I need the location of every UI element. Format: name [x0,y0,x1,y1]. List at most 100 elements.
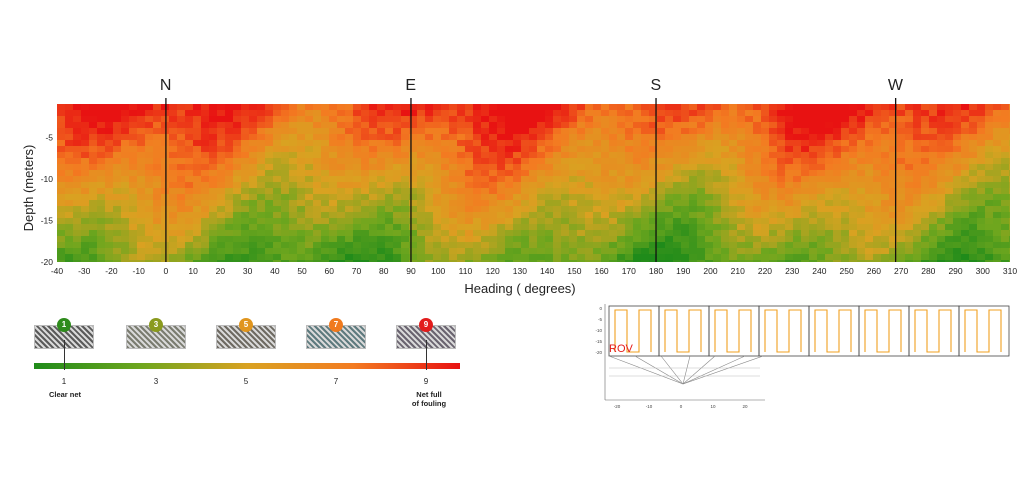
heat-cell [673,194,682,201]
heat-cell [329,182,338,189]
heat-cell [977,260,986,262]
heat-cell [577,218,586,225]
heat-cell [825,116,834,123]
heat-cell [353,206,362,213]
heat-cell [193,104,202,111]
heat-cell [801,218,810,225]
heat-cell [585,206,594,213]
heat-cell [113,236,122,243]
heat-cell [929,254,938,261]
heat-cell [673,122,682,129]
heat-cell [233,224,242,231]
heat-cell [969,116,978,123]
heat-cell [881,236,890,243]
heat-cell [841,170,850,177]
heat-cell [721,176,730,183]
heat-cell [729,128,738,135]
heat-cell [961,230,970,237]
scale-label-3: 3 [153,377,159,386]
heat-cell [209,146,218,153]
heat-cell [353,194,362,201]
heat-cell [873,248,882,255]
heat-cell [745,188,754,195]
heat-cell [337,116,346,123]
heat-cell [609,242,618,249]
heat-cell [97,254,106,261]
heat-cell [1009,122,1010,129]
heat-cell [625,104,634,111]
heat-cell [193,116,202,123]
heat-cell [561,260,570,262]
heat-cell [705,128,714,135]
heat-cell [113,134,122,141]
heat-cell [241,200,250,207]
heat-cell [945,158,954,165]
heat-cell [873,218,882,225]
heat-cell [697,140,706,147]
heat-cell [809,158,818,165]
heat-cell [265,236,274,243]
heat-cell [921,200,930,207]
heat-cell [985,158,994,165]
heat-cell [801,242,810,249]
heat-cell [817,206,826,213]
heat-cell [809,242,818,249]
x-tick-label: 260 [867,266,881,276]
heat-cell [185,254,194,261]
heat-cell [625,176,634,183]
heat-cell [361,212,370,219]
heat-cell [729,170,738,177]
heat-cell [529,164,538,171]
heat-cell [953,152,962,159]
heat-cell [313,140,322,147]
heat-cell [89,236,98,243]
heat-cell [537,182,546,189]
heat-cell [993,134,1002,141]
heat-cell [993,128,1002,135]
heat-cell [353,152,362,159]
heat-cell [833,218,842,225]
heat-cell [521,116,530,123]
heat-cell [521,218,530,225]
heat-cell [153,206,162,213]
heat-cell [865,248,874,255]
heat-cell [937,122,946,129]
heat-cell [1001,122,1010,129]
heat-cell [305,206,314,213]
heat-cell [1001,218,1010,225]
heat-cell [217,230,226,237]
fouling-scale-bar [34,363,460,369]
heat-cell [777,122,786,129]
heat-cell [289,206,298,213]
heat-cell [353,128,362,135]
rov-x-tick: 0 [680,404,683,409]
heat-cell [169,104,178,111]
heat-cell [385,140,394,147]
heat-cell [753,200,762,207]
heat-cell [1009,170,1010,177]
heat-cell [801,260,810,262]
heat-cell [609,110,618,117]
heat-cell [585,182,594,189]
heat-cell [929,200,938,207]
heat-cell [953,116,962,123]
x-tick-label: 130 [513,266,527,276]
heat-cell [777,116,786,123]
heat-cell [569,248,578,255]
heat-cell [857,152,866,159]
heat-cell [729,260,738,262]
heat-cell [945,236,954,243]
heat-cell [601,176,610,183]
heat-cell [937,260,946,262]
heat-cell [601,152,610,159]
heat-cell [609,146,618,153]
heat-cell [873,110,882,117]
heat-cell [705,254,714,261]
heat-cell [345,104,354,111]
heat-cell [785,128,794,135]
heat-cell [969,176,978,183]
heat-cell [937,212,946,219]
heat-cell [737,170,746,177]
heat-cell [73,254,82,261]
heat-cell [281,224,290,231]
